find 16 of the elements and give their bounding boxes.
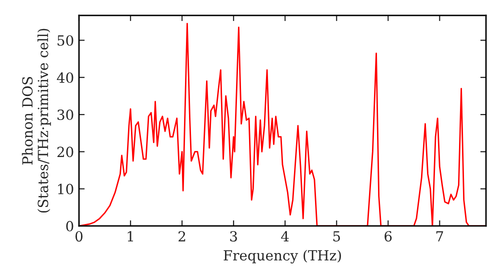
- x-tick-label: 7: [436, 231, 444, 242]
- y-tick-label: 50: [58, 35, 74, 46]
- x-tick-label: 1: [128, 231, 133, 242]
- y-tick-label: 0: [66, 220, 74, 232]
- x-tick-label: 4: [281, 231, 289, 242]
- y-tick-label: 30: [58, 110, 74, 120]
- x-tick-label: 5: [333, 231, 340, 242]
- x-tick-label: 6: [384, 231, 392, 242]
- x-tick-label: 3: [230, 231, 237, 242]
- y-tick-label: 10: [58, 184, 74, 194]
- y-axis-title: Phonon DOS (States/THz·primitive cell): [22, 28, 51, 213]
- x-tick-label: 2: [178, 231, 186, 242]
- y-tick-label: 20: [57, 146, 74, 158]
- x-tick-label: 0: [75, 231, 82, 242]
- y-tick-label: 40: [56, 72, 74, 83]
- x-axis-title: Frequency (THz): [224, 250, 341, 264]
